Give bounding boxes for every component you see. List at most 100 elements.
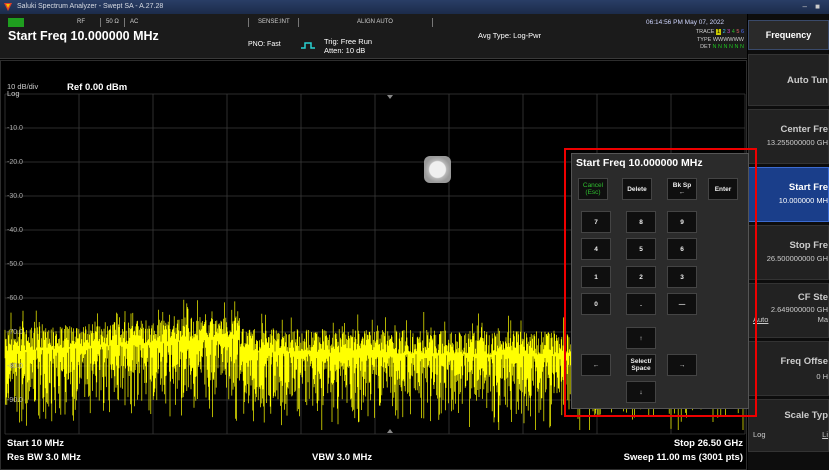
y-axis-label: -50.0 xyxy=(7,261,23,268)
scale-type-label: Log xyxy=(7,89,20,98)
key-8[interactable]: 8 xyxy=(626,211,656,233)
separator xyxy=(100,18,101,27)
separator xyxy=(124,18,125,27)
trace-5: 5 xyxy=(736,29,740,35)
status-bar: RF 50 Ω AC SENSE:INT ALIGN AUTO 06:14:56… xyxy=(0,14,747,59)
key-7[interactable]: 7 xyxy=(581,211,611,233)
softkey-value: 0 H xyxy=(816,372,828,381)
trigger-info: Trig: Free Run Atten: 10 dB xyxy=(324,37,372,55)
ref-level: Ref 0.00 dBm xyxy=(67,82,128,93)
pno-label: PNO: Fast xyxy=(248,41,281,48)
det-row: DET N N N N N N xyxy=(696,44,744,52)
auto-tune-softkey[interactable]: Auto Tun xyxy=(748,54,829,106)
det-label: DET xyxy=(700,44,711,50)
y-axis-label: -30.0 xyxy=(7,193,23,200)
y-axis-label: -60.0 xyxy=(7,295,23,302)
key-0[interactable]: 0 xyxy=(581,293,611,315)
arrow-right-key[interactable]: → xyxy=(667,354,697,376)
y-axis-label: -40.0 xyxy=(7,227,23,234)
type-label: TYPE xyxy=(696,36,712,43)
y-axis-label: -80.0 xyxy=(7,363,23,370)
key-minus[interactable]: — xyxy=(667,293,697,315)
key-9[interactable]: 9 xyxy=(667,211,697,233)
softkey-label: Freq Offse xyxy=(780,356,828,367)
menu-title: Frequency xyxy=(748,20,829,50)
key-1[interactable]: 1 xyxy=(581,266,611,288)
key-5[interactable]: 5 xyxy=(626,238,656,260)
coupling-label: AC xyxy=(130,19,139,25)
key-dot[interactable]: . xyxy=(626,293,656,315)
center-marker-icon xyxy=(387,95,393,99)
key-3[interactable]: 3 xyxy=(667,266,697,288)
touch-cursor-icon xyxy=(424,156,451,183)
arrow-left-key[interactable]: ← xyxy=(581,354,611,376)
freq-offset-softkey[interactable]: Freq Offse 0 H xyxy=(748,341,829,396)
softkey-label: Auto Tun xyxy=(787,75,828,86)
center-marker-icon xyxy=(387,429,393,433)
y-axis-label: -10.0 xyxy=(7,125,23,132)
app-logo-icon xyxy=(4,3,12,11)
keypad-title: Start Freq 10.000000 MHz xyxy=(576,157,703,169)
log-option: Log xyxy=(753,430,766,439)
start-freq-annotation: Start 10 MHz xyxy=(7,438,65,449)
key-6[interactable]: 6 xyxy=(667,238,697,260)
keypad-highlight xyxy=(564,148,757,417)
det-value: N N N N N N xyxy=(712,44,744,50)
impedance-label: 50 Ω xyxy=(106,19,119,25)
active-function-readout: Start Freq 10.000000 MHz xyxy=(8,29,159,43)
scale-type-softkey[interactable]: Scale Typ Log Li xyxy=(748,399,829,452)
datetime: 06:14:56 PM May 07, 2022 xyxy=(646,19,725,26)
res-bw-annotation: Res BW 3.0 MHz xyxy=(7,452,81,463)
trace-label: TRACE xyxy=(695,29,715,35)
trace-6: 6 xyxy=(740,29,744,35)
softkey-value: 26.500000000 GH xyxy=(766,254,828,263)
separator xyxy=(298,18,299,27)
cancel-key[interactable]: Cancel (Esc) xyxy=(578,178,608,200)
backspace-key[interactable]: Bk Sp ← xyxy=(667,178,697,200)
softkey-label: Scale Typ xyxy=(784,410,828,421)
start-freq-softkey[interactable]: Start Fre 10.000000 MH xyxy=(748,167,829,222)
window-controls[interactable]: – ■ xyxy=(802,2,823,11)
trigger-label: Trig: Free Run xyxy=(324,37,373,46)
arrow-down-key[interactable]: ↓ xyxy=(626,381,656,403)
bottom-annotations: Start 10 MHz Res BW 3.0 MHz VBW 3.0 MHz … xyxy=(0,437,747,470)
trace-3: 3 xyxy=(727,29,731,35)
softkey-label: Center Fre xyxy=(780,124,828,135)
trace-row: TRACE 1 2 3 4 5 6 xyxy=(696,29,744,37)
softkey-label: CF Ste xyxy=(797,292,828,303)
softkey-label: Stop Fre xyxy=(789,240,828,251)
man-option: Ma xyxy=(817,315,828,324)
softkey-value: 2.649000000 GH xyxy=(770,305,828,314)
delete-key[interactable]: Delete xyxy=(622,178,652,200)
y-axis-label: -20.0 xyxy=(7,159,23,166)
enter-key[interactable]: Enter xyxy=(708,178,738,200)
cf-step-softkey[interactable]: CF Ste 2.649000000 GH Auto Ma xyxy=(748,283,829,338)
sense-label: SENSE:INT xyxy=(258,19,290,25)
type-value: WWWWWW xyxy=(712,36,744,43)
window-title: Saluki Spectrum Analyzer - Swept SA - A.… xyxy=(17,3,164,10)
separator xyxy=(432,18,433,27)
avg-type-label: Avg Type: Log-Pwr xyxy=(478,31,542,40)
auto-option: Auto xyxy=(753,315,769,324)
trace-4: 4 xyxy=(731,29,735,35)
stop-freq-annotation: Stop 26.50 GHz xyxy=(673,438,743,449)
softkey-panel: Frequency Auto Tun Center Fre 13.2550000… xyxy=(748,14,829,470)
align-label: ALIGN AUTO xyxy=(357,19,393,25)
rf-label: RF xyxy=(77,19,85,25)
softkey-value: 13.255000000 GH xyxy=(766,138,828,147)
vbw-annotation: VBW 3.0 MHz xyxy=(312,452,373,463)
select-space-key[interactable]: Select/ Space xyxy=(626,354,656,376)
atten-label: Atten: 10 dB xyxy=(324,46,366,55)
numeric-keypad-dialog: Start Freq 10.000000 MHz Cancel (Esc) De… xyxy=(571,153,749,409)
trace-2: 2 xyxy=(722,29,726,35)
separator xyxy=(248,18,249,27)
center-freq-softkey[interactable]: Center Fre 13.255000000 GH xyxy=(748,109,829,164)
sweep-annotation: Sweep 11.00 ms (3001 pts) xyxy=(623,452,743,463)
stop-freq-softkey[interactable]: Stop Fre 26.500000000 GH xyxy=(748,225,829,280)
key-2[interactable]: 2 xyxy=(626,266,656,288)
y-axis-label: -90.0 xyxy=(7,397,23,404)
key-4[interactable]: 4 xyxy=(581,238,611,260)
trace-info: TRACE 1 2 3 4 5 6 TYPE WWWWWW DET N N N … xyxy=(696,29,744,52)
scale-readout: 10 dB/div Log xyxy=(7,83,38,98)
arrow-up-key[interactable]: ↑ xyxy=(626,327,656,349)
